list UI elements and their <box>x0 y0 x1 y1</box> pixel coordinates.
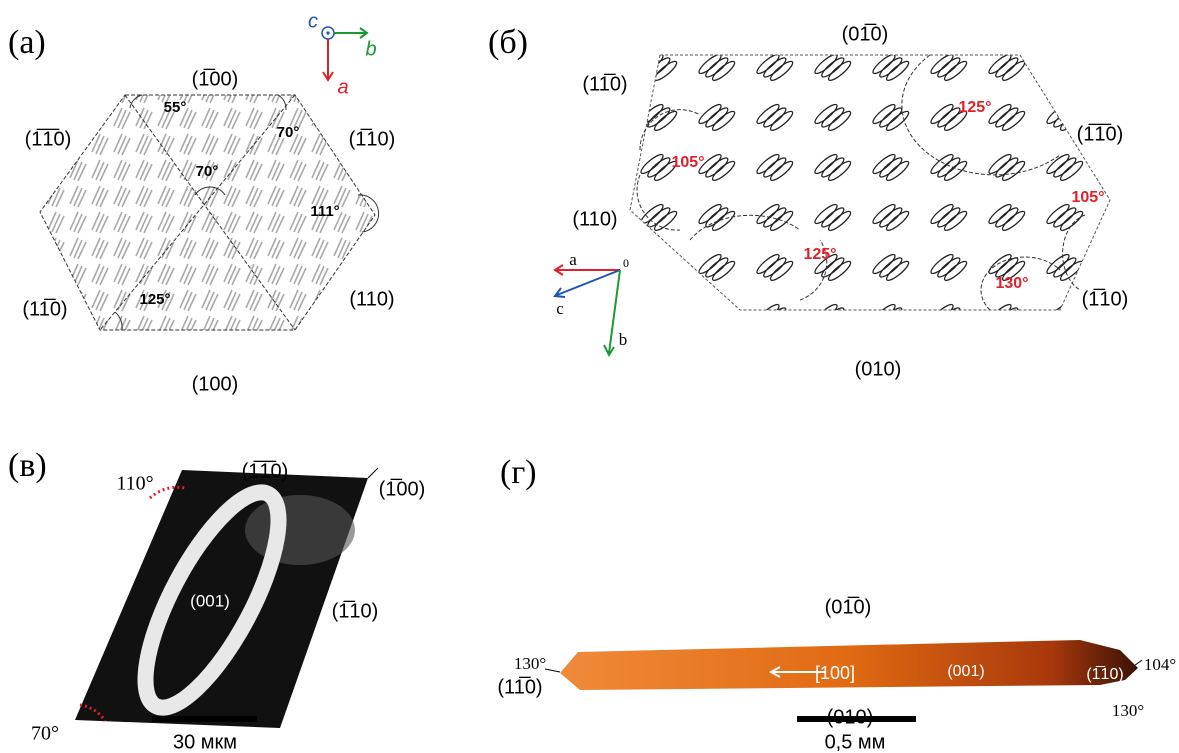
face-label: (001) <box>190 591 230 610</box>
axis-label: c <box>308 10 318 32</box>
angle-label: 130° <box>514 654 546 673</box>
face-label: (110) <box>349 288 394 310</box>
angle-label: 105° <box>671 154 704 171</box>
panel-label: (а) <box>8 24 46 61</box>
face-label: (1̅10) <box>332 599 379 622</box>
angle-label: 55° <box>164 99 187 116</box>
face-label: (01̅0) <box>825 595 872 618</box>
face-label: (1̅10) <box>349 127 396 150</box>
axis-c <box>555 270 620 297</box>
panel-label: (б) <box>488 24 528 61</box>
scale-label: 0,5 мм <box>825 731 886 753</box>
angle-label: 125° <box>803 246 836 263</box>
axis-label: 0 <box>623 256 629 270</box>
angle-label: 125° <box>958 99 991 116</box>
angle-label: 70° <box>196 163 219 180</box>
angle-label: 130° <box>995 275 1028 292</box>
figure: (а) c b a (1̅00) (1̅1̅0) (1̅10) (11̅0) (… <box>0 0 1179 753</box>
angle-label: 125° <box>139 291 170 308</box>
scale-label: 30 мкм <box>173 731 237 753</box>
panel-label: (г) <box>500 454 537 491</box>
face-label: (100) <box>192 373 239 395</box>
face-label: (1̅10) <box>1086 665 1123 683</box>
axis-label: b <box>619 330 628 349</box>
crystal-outline <box>630 55 1110 310</box>
angle-label: 70° <box>277 124 300 141</box>
panel-label: (в) <box>8 447 47 484</box>
face-label: (01̅0) <box>842 22 889 45</box>
face-label: (1̅1̅0) <box>242 459 289 482</box>
face-label: (1̅00) <box>379 477 426 500</box>
axis-b <box>604 270 620 355</box>
face-label: (001) <box>947 663 984 680</box>
panel-c: (в) 110° (1̅1̅0) (1̅00) (001) (1̅10) 70°… <box>8 447 425 753</box>
angle-label: 105° <box>1071 189 1104 206</box>
panel-b: (б) 0 a c b (01̅0) (11̅0) (1̅1̅0) (110) … <box>488 22 1128 380</box>
face-label: (010) <box>855 358 902 380</box>
face-label: (11̅0) <box>22 297 67 320</box>
direction-label: [100] <box>815 663 855 683</box>
face-label: (110) <box>572 208 617 230</box>
angle-label: 110° <box>116 473 153 495</box>
angle-label: 111° <box>310 203 339 220</box>
axis-label: c <box>556 299 564 318</box>
angle-label: 104° <box>1144 655 1176 674</box>
face-label: (1̅10) <box>1082 287 1129 310</box>
axis-c-dot <box>326 31 329 34</box>
texture <box>245 495 355 565</box>
face-label: (11̅0) <box>582 72 627 95</box>
face-label: (1̅1̅0) <box>25 127 72 150</box>
axis-label: b <box>365 38 376 60</box>
axis-label: a <box>337 76 348 98</box>
axis-a <box>323 39 333 80</box>
scale-bar <box>152 716 257 722</box>
face-label: (11̅0) <box>497 675 542 698</box>
face-label: (1̅1̅0) <box>1077 122 1124 145</box>
panel-d: (г) (01̅0) (11̅0) [100] (001) (1̅10) (01… <box>497 454 1176 753</box>
axis-label: a <box>569 250 577 269</box>
face-label: (010) <box>827 706 874 728</box>
leader <box>368 468 378 478</box>
angle-label: 130° <box>1112 701 1144 720</box>
panel-a: (а) c b a (1̅00) (1̅1̅0) (1̅10) (11̅0) (… <box>8 10 395 395</box>
angle-label: 70° <box>31 723 59 745</box>
face-label: (1̅00) <box>192 67 239 90</box>
axis-b <box>334 28 367 38</box>
